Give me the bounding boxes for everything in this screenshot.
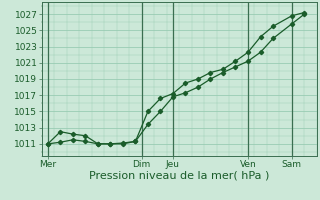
X-axis label: Pression niveau de la mer( hPa ): Pression niveau de la mer( hPa ) [89, 171, 269, 181]
